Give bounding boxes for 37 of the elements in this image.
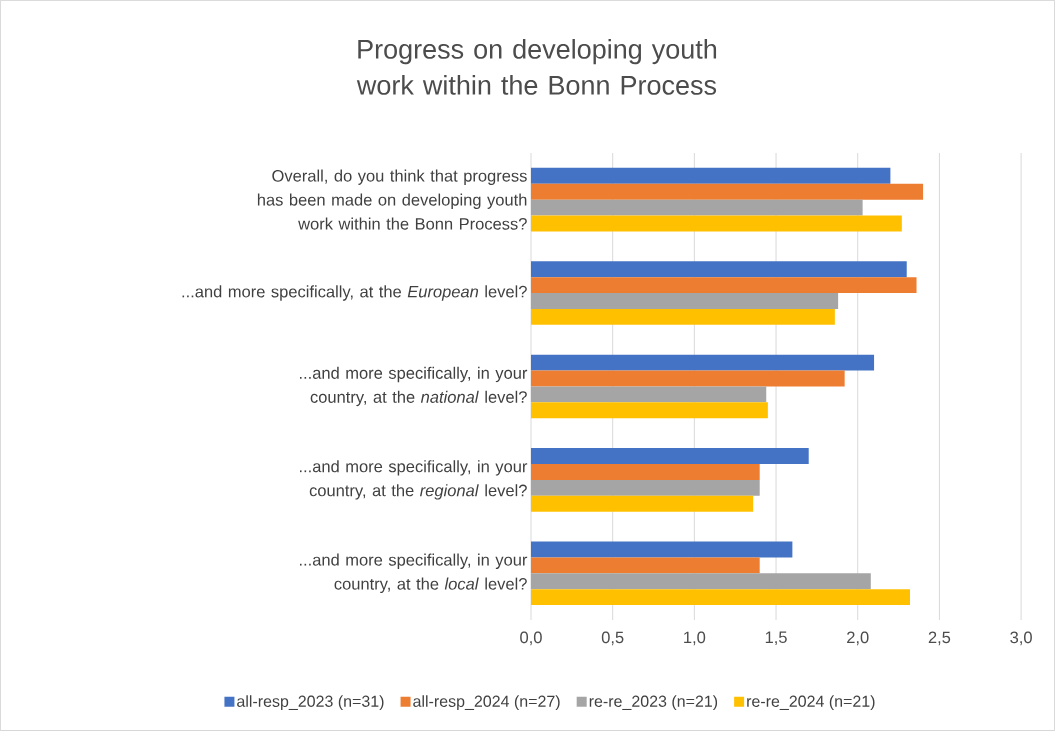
bar (530, 308, 835, 325)
y-tick-label: Overall, do you think that progress has been made on developing youth work within the Bonn Process? (257, 169, 527, 230)
legend-label: re-re_2023 (n=21) (589, 695, 718, 711)
bar (530, 370, 845, 387)
bar (530, 541, 793, 558)
bar (530, 167, 891, 184)
bar (530, 293, 839, 309)
bar (530, 479, 760, 496)
bar (530, 199, 863, 216)
bar (530, 261, 907, 278)
x-tick-label: 0,0 (520, 631, 542, 646)
y-tick-label: ...and more specifically, in your country, at the national level? (299, 366, 528, 407)
y-tick-label: ...and more specifically, in your country, at the local level? (299, 553, 528, 594)
bar (530, 402, 768, 419)
bar (530, 354, 875, 371)
bar (530, 495, 754, 512)
bar (530, 464, 760, 480)
x-tick-label: 1,5 (765, 631, 787, 646)
bar (530, 573, 871, 590)
y-tick-label: ...and more specifically, at the European level? (182, 285, 527, 301)
x-tick-label: 1,0 (684, 631, 706, 646)
bar (530, 557, 760, 574)
legend-label: re-re_2024 (n=21) (747, 695, 875, 711)
bar (530, 215, 902, 232)
bar (530, 183, 924, 200)
x-tick-label: 2,5 (928, 631, 951, 646)
y-tick-label: ...and more specifically, in your country, at the regional level? (299, 460, 528, 500)
chart-title: Progress on developing youth work within the Bonn Process (356, 39, 717, 95)
bar (530, 589, 910, 606)
x-tick-label: 3,0 (1010, 631, 1032, 646)
legend-label: all-resp_2023 (n=31) (237, 695, 384, 711)
bar (530, 448, 809, 465)
x-tick-label: 0,5 (601, 631, 624, 646)
bar (530, 386, 767, 403)
bar (530, 277, 917, 294)
legend-label: all-resp_2024 (n=27) (413, 695, 560, 711)
x-tick-label: 2,0 (847, 631, 869, 646)
